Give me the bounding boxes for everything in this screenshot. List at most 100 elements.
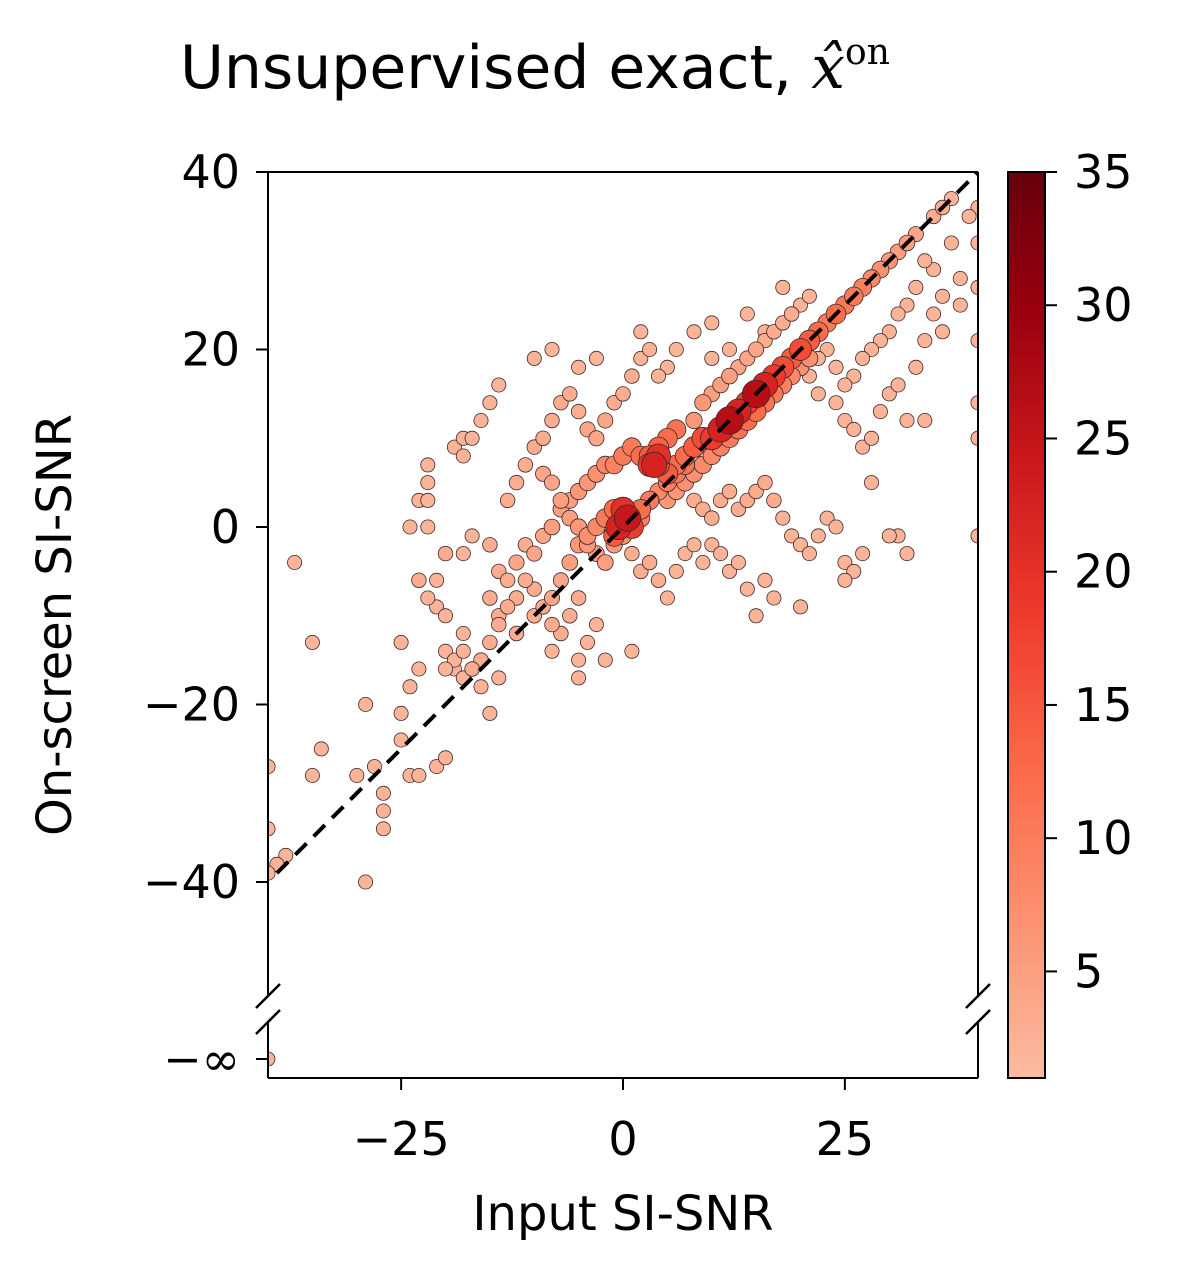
scatter-point [571, 359, 587, 375]
scatter-point [544, 616, 560, 633]
scatter-point [482, 590, 498, 606]
scatter-point [721, 367, 738, 385]
scatter-point [801, 288, 817, 304]
scatter-point [846, 421, 862, 437]
scatter-point-neg-inf [268, 1051, 276, 1067]
scatter-point [499, 572, 516, 589]
scatter-point [846, 368, 862, 384]
scatter-point [694, 394, 712, 412]
scatter-point [499, 599, 516, 615]
scatter-point [837, 377, 853, 393]
scatter-point [517, 457, 534, 473]
scatter-point [499, 492, 516, 509]
scatter-point [846, 563, 862, 579]
scatter-point [393, 732, 409, 748]
scatter-point [739, 581, 755, 597]
scatter-point [881, 528, 897, 544]
scatter-point [685, 411, 703, 430]
scatter-point [482, 634, 498, 651]
y-axis-label: On-screen SI-SNR [27, 414, 83, 836]
scatter-point [659, 590, 675, 606]
scatter-point [375, 821, 391, 837]
scatter-point [810, 528, 826, 544]
scatter-point [908, 279, 924, 295]
scatter-point [837, 412, 853, 428]
scatter-point [784, 528, 800, 544]
scatter-point [420, 457, 436, 473]
scatter-point [704, 350, 720, 366]
scatter-point [864, 475, 880, 491]
scatter-point [943, 235, 959, 251]
scatter-point [393, 705, 409, 721]
scatter-point [562, 608, 578, 624]
scatter-point [411, 768, 427, 784]
y-tick-label: 0 [211, 500, 240, 554]
scatter-point [624, 368, 640, 384]
scatter-point [890, 306, 906, 322]
colorbar-tick-label: 25 [1074, 411, 1133, 465]
scatter-point [651, 368, 667, 384]
scatter-point [455, 448, 471, 464]
colorbar [1007, 171, 1046, 1079]
scatter-point [473, 412, 489, 428]
scatter-point [668, 341, 684, 357]
scatter-point [437, 608, 453, 624]
y-axis: 40 20 0 −20 −40 [143, 145, 268, 909]
scatter-point [730, 555, 746, 571]
scatter-point [952, 270, 968, 286]
scatter-point [304, 768, 320, 784]
scatter-point [571, 652, 587, 668]
scatter-point [482, 705, 498, 721]
scatter-point [775, 279, 791, 295]
scatter-point [695, 555, 711, 571]
plot-area [268, 172, 978, 1078]
colorbar-tick-label: 35 [1074, 145, 1133, 199]
scatter-point [864, 430, 880, 446]
scatter-point [429, 572, 445, 588]
scatter-point [613, 504, 642, 532]
scatter-point [722, 563, 738, 579]
scatter-point [464, 528, 480, 544]
scatter-point [775, 510, 791, 526]
scatter-point [313, 741, 329, 757]
scatter-point [375, 785, 391, 801]
x-tick-label: 0 [608, 1112, 637, 1166]
scatter-point [757, 572, 773, 588]
scatter-point [464, 661, 480, 677]
scatter-point [890, 377, 906, 393]
scatter-point [491, 670, 507, 686]
scatter-point [837, 572, 853, 588]
scatter-point [766, 590, 782, 606]
y-tick-label-neg-inf: −∞ [163, 1032, 240, 1086]
scatter-point [704, 510, 720, 526]
scatter-point [420, 492, 436, 508]
scatter-point [268, 865, 276, 881]
scatter-point [588, 350, 604, 366]
scatter-point [686, 324, 702, 340]
scatter-point [580, 634, 596, 650]
scatter-point [588, 430, 605, 447]
scatter-point [704, 315, 720, 331]
scatter-point [526, 545, 543, 562]
scatter-point [837, 555, 853, 571]
scatter-point [561, 554, 579, 571]
scatter-point [819, 510, 835, 526]
chart-title-math: x̂ [811, 33, 845, 103]
scatter-point [828, 359, 844, 375]
scatter-point [596, 554, 614, 571]
axis-break-marks [255, 983, 991, 1035]
scatter-point [535, 430, 551, 447]
scatter-point [810, 386, 826, 402]
y-tick-label: 20 [181, 323, 240, 377]
colorbar-tick-label: 20 [1074, 545, 1133, 599]
scatter-point [526, 350, 542, 366]
scatter-point [641, 554, 658, 571]
scatter-point [899, 546, 915, 562]
scatter-point [748, 608, 764, 624]
scatter-point [917, 412, 933, 428]
colorbar-ticks: 5 10 15 20 25 30 35 [1045, 145, 1133, 998]
scatter-point [970, 528, 978, 544]
scatter-point [713, 546, 729, 562]
scatter-point [552, 572, 569, 589]
scatter-point [597, 412, 614, 429]
